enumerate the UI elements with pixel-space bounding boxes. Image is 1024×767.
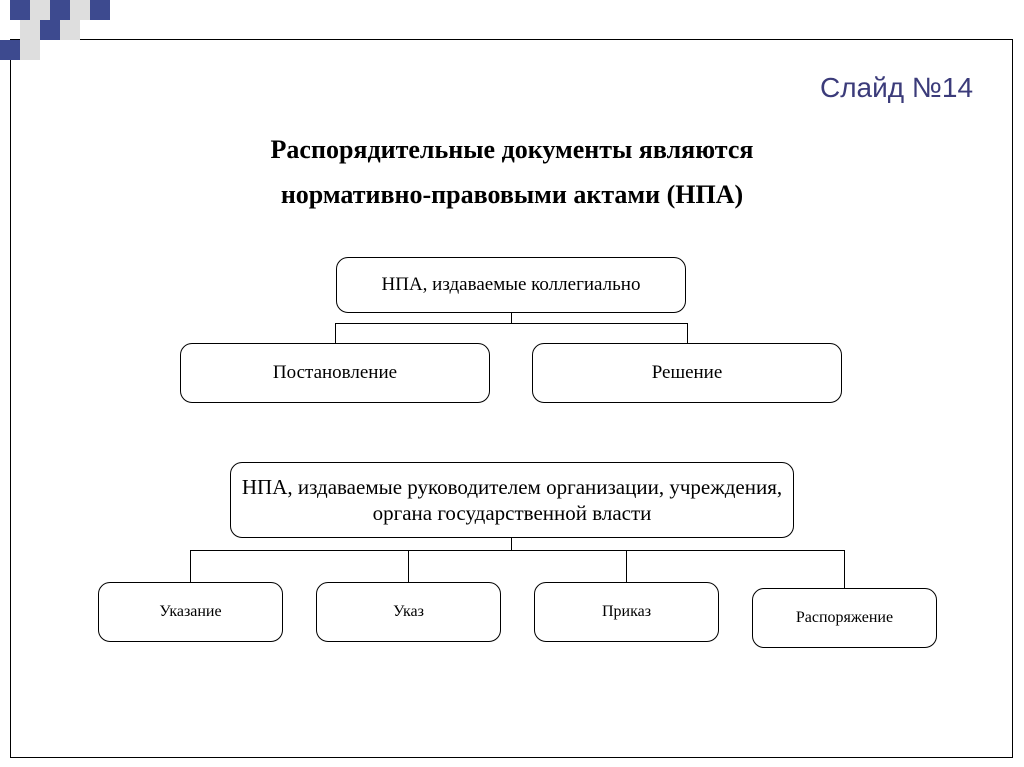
tree2-child-drop-1 (408, 550, 409, 582)
tree2-child-drop-3 (844, 550, 845, 588)
tree2-child-1: Указ (316, 582, 501, 642)
deco-square (10, 0, 30, 20)
deco-square (20, 20, 40, 40)
tree1-child-0: Постановление (180, 343, 490, 403)
tree2-child-drop-2 (626, 550, 627, 582)
title-line-1: Распорядительные документы являются (0, 135, 1024, 165)
tree1-root: НПА, издаваемые коллегиально (336, 257, 686, 313)
tree2-child-0-label: Указание (159, 602, 221, 622)
tree2-hbar (190, 550, 844, 551)
tree1-child-drop-0 (335, 323, 336, 343)
tree2-root-label: НПА, издаваемые руководителем организаци… (239, 474, 785, 527)
tree2-child-0: Указание (98, 582, 283, 642)
tree2-child-2-label: Приказ (602, 602, 651, 622)
tree2-root-drop (511, 538, 512, 550)
deco-square (20, 40, 40, 60)
deco-square (70, 0, 90, 20)
deco-square (40, 20, 60, 40)
tree1-hbar (335, 323, 687, 324)
deco-square (60, 20, 80, 40)
deco-square (0, 40, 20, 60)
deco-square (30, 0, 50, 20)
deco-square (90, 0, 110, 20)
deco-square (50, 0, 70, 20)
tree2-root: НПА, издаваемые руководителем организаци… (230, 462, 794, 538)
tree2-child-3: Распоряжение (752, 588, 937, 648)
tree2-child-drop-0 (190, 550, 191, 582)
tree1-child-drop-1 (687, 323, 688, 343)
tree1-child-0-label: Постановление (273, 361, 397, 385)
tree1-child-1: Решение (532, 343, 842, 403)
title-line-2: нормативно-правовыми актами (НПА) (0, 180, 1024, 210)
tree1-root-label: НПА, издаваемые коллегиально (382, 273, 641, 297)
tree1-root-drop (511, 313, 512, 323)
tree2-child-2: Приказ (534, 582, 719, 642)
tree2-child-3-label: Распоряжение (796, 608, 893, 628)
tree2-child-1-label: Указ (393, 602, 424, 622)
tree1-child-1-label: Решение (652, 361, 723, 385)
slide-number: Слайд №14 (820, 72, 973, 104)
